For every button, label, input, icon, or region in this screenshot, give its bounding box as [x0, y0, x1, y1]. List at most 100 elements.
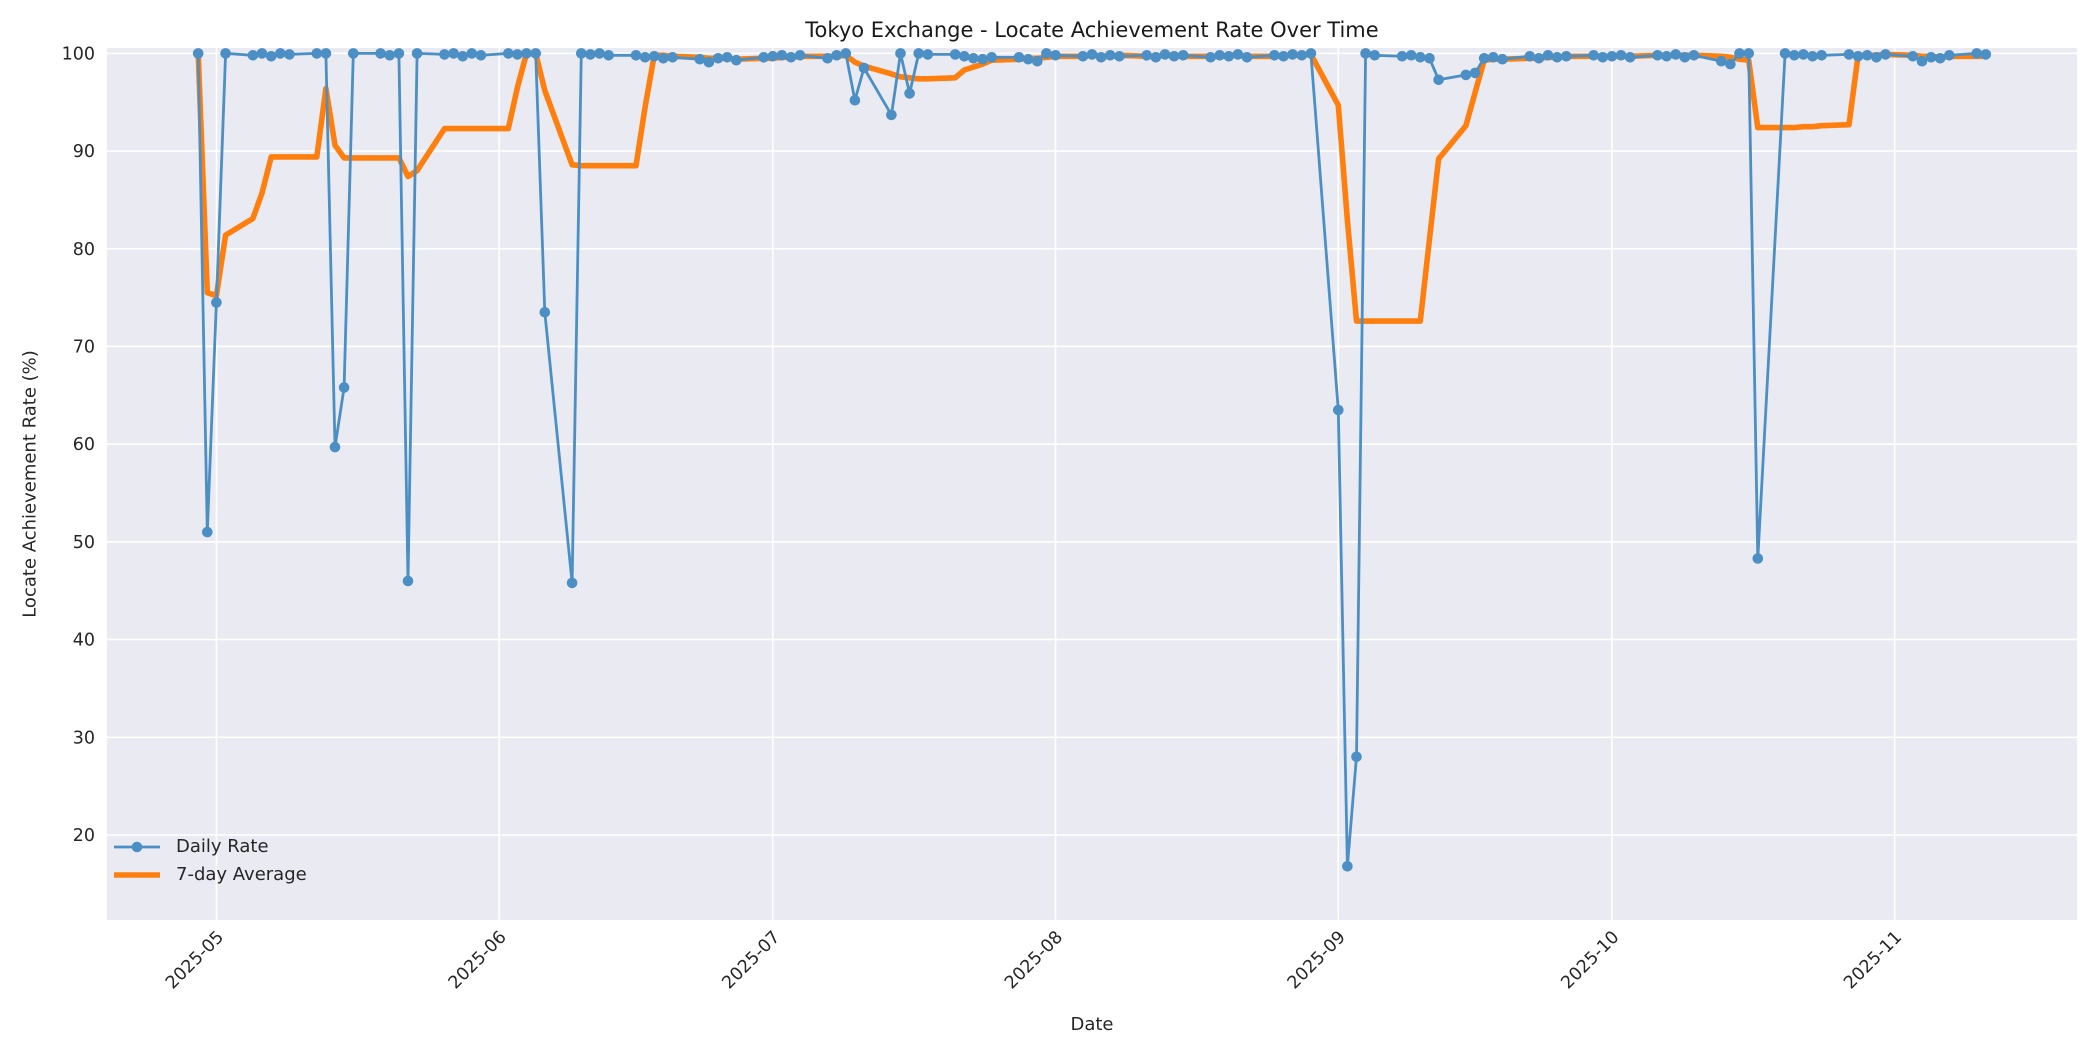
data-point-marker — [1086, 49, 1098, 60]
data-point-marker — [348, 48, 359, 59]
data-point-marker — [1971, 48, 1982, 59]
data-point-marker — [1041, 48, 1052, 59]
data-point-marker — [1871, 52, 1882, 63]
data-point-marker — [1542, 50, 1554, 61]
y-tick-label: 70 — [73, 337, 95, 357]
data-point-marker — [1679, 52, 1691, 63]
data-point-marker — [530, 48, 541, 59]
x-tick-label: 2025-08 — [1001, 927, 1067, 993]
data-point-marker — [256, 48, 268, 59]
data-point-marker — [603, 50, 614, 61]
data-point-marker — [275, 48, 286, 59]
legend-label-7day-average: 7-day Average — [176, 864, 307, 885]
data-point-marker — [1478, 53, 1490, 64]
data-point-marker — [1305, 48, 1317, 59]
data-point-marker — [1050, 50, 1061, 61]
y-tick-label: 100 — [62, 44, 95, 64]
data-point-marker — [1533, 53, 1545, 64]
y-gridlines — [107, 52, 2077, 836]
data-point-marker — [1816, 50, 1827, 61]
data-point-marker — [338, 382, 350, 393]
data-point-marker — [1688, 50, 1700, 61]
data-point-marker — [1497, 53, 1508, 65]
data-point-marker — [1433, 74, 1444, 86]
y-tick-label: 40 — [73, 631, 95, 651]
data-point-marker — [521, 48, 532, 59]
data-point-marker — [211, 297, 222, 308]
data-point-marker — [202, 526, 213, 538]
y-tick-label: 30 — [73, 728, 95, 748]
data-point-marker — [1369, 50, 1380, 61]
data-point-marker — [904, 88, 915, 99]
y-tick-label: 90 — [73, 142, 95, 162]
y-tick-label: 20 — [73, 826, 95, 846]
data-point-marker — [1351, 751, 1362, 763]
legend-label-daily-rate: Daily Rate — [176, 836, 269, 857]
legend-item-7day-average: 7-day Average — [112, 864, 307, 885]
data-point-marker — [1725, 58, 1736, 70]
data-point-marker — [1588, 50, 1599, 61]
x-gridlines — [215, 48, 1896, 920]
data-point-marker — [1333, 404, 1344, 416]
data-point-marker — [1597, 52, 1608, 63]
data-point-marker — [393, 48, 405, 59]
data-point-marker — [767, 51, 779, 62]
data-point-marker — [220, 48, 231, 59]
data-point-marker — [1104, 50, 1116, 61]
data-point-marker — [1232, 49, 1244, 60]
data-point-marker — [1168, 51, 1180, 62]
data-point-marker — [858, 62, 870, 74]
x-tick-label: 2025-09 — [1284, 927, 1350, 993]
data-point-marker — [1396, 51, 1408, 62]
y-tick-label: 60 — [73, 435, 95, 455]
y-tick-label: 80 — [73, 240, 95, 260]
daily-line-series — [192, 48, 1992, 872]
data-point-marker — [712, 53, 724, 64]
data-point-marker — [1469, 67, 1481, 79]
data-point-marker — [694, 53, 706, 65]
data-point-marker — [1013, 52, 1025, 63]
y-axis-label: Locate Achievement Rate (%) — [19, 350, 41, 618]
data-point-marker — [758, 52, 769, 63]
data-point-marker — [840, 48, 852, 59]
data-point-marker — [1624, 52, 1636, 63]
data-point-marker — [794, 50, 806, 61]
x-tick-label: 2025-07 — [718, 927, 784, 993]
data-point-marker — [1798, 49, 1809, 60]
data-point-marker — [1743, 48, 1754, 59]
data-point-marker — [1114, 51, 1125, 62]
data-point-marker — [822, 53, 833, 64]
data-point-marker — [1807, 51, 1818, 62]
chart-title: Tokyo Exchange - Locate Achievement Rate… — [805, 18, 1379, 42]
seven-day-average-swatch-icon — [114, 871, 160, 878]
daily-rate-swatch-icon — [114, 841, 160, 852]
data-point-marker — [503, 48, 514, 59]
data-point-marker — [1296, 50, 1308, 61]
y-axis-tick-labels: 20 30 40 50 60 70 80 90 100 — [62, 44, 95, 846]
x-tick-label: 2025-10 — [1558, 927, 1624, 993]
data-point-marker — [1405, 50, 1417, 61]
data-point-marker — [648, 51, 660, 62]
data-point-marker — [585, 49, 596, 60]
data-point-marker — [1241, 52, 1253, 63]
x-axis-tick-labels: 2025-05 2025-06 2025-07 2025-08 2025-09 2025-… — [162, 927, 1906, 993]
data-point-marker — [192, 48, 204, 59]
x-tick-label: 2025-05 — [162, 927, 228, 993]
data-point-marker — [1223, 51, 1235, 62]
data-point-marker — [1606, 51, 1618, 62]
data-point-marker — [1944, 50, 1955, 61]
data-point-marker — [576, 48, 587, 59]
data-point-marker — [1861, 50, 1873, 61]
data-point-marker — [375, 48, 386, 59]
data-point-marker — [1141, 50, 1152, 61]
data-point-marker — [1095, 52, 1107, 63]
data-point-marker — [721, 52, 733, 63]
data-point-marker — [1415, 52, 1426, 63]
data-point-marker — [247, 50, 259, 61]
data-point-marker — [402, 575, 414, 587]
data-point-marker — [658, 53, 669, 64]
data-point-marker — [1980, 49, 1992, 60]
data-point-marker — [886, 109, 897, 121]
data-point-marker — [895, 48, 906, 59]
